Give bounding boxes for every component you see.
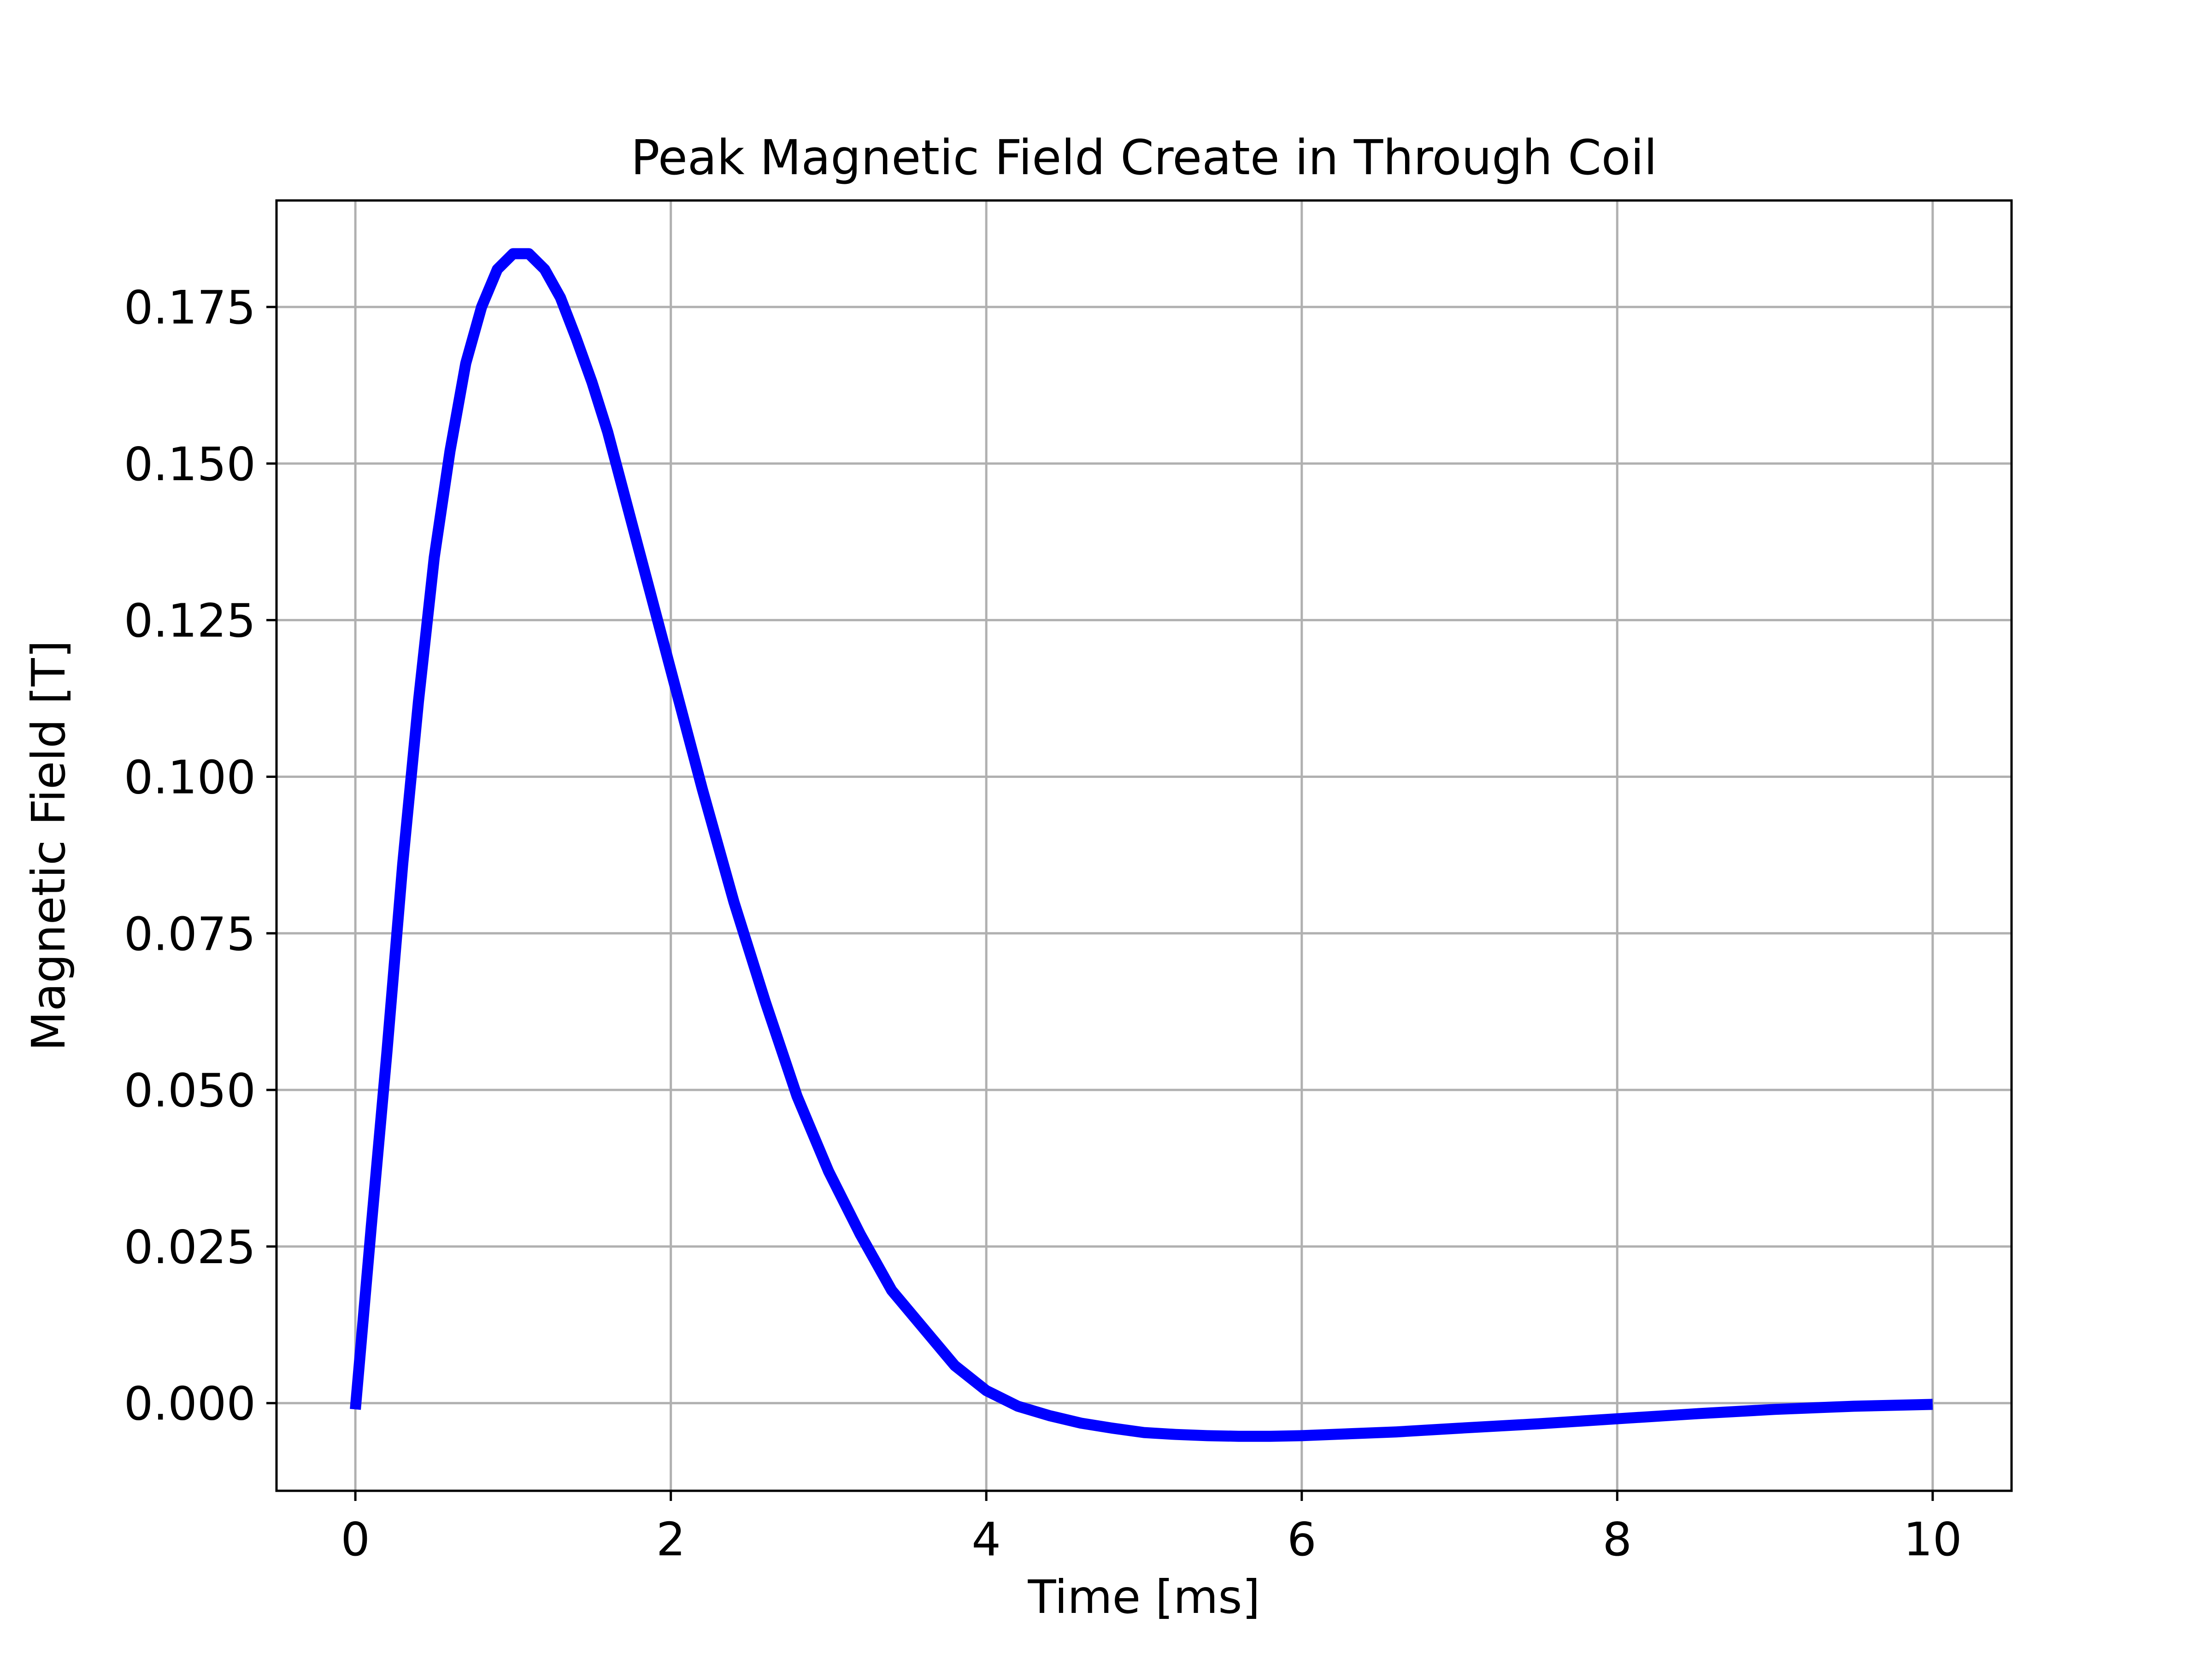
y-tick-label: 0.100 bbox=[124, 750, 256, 804]
ticks: 0 2 4 6 8 10 0.000 0.025 0.050 0.075 0.100 0.125 0.1… bbox=[124, 281, 1962, 1566]
y-tick-label: 0.000 bbox=[124, 1377, 256, 1431]
y-tick-label: 0.125 bbox=[124, 594, 256, 648]
x-tick-label: 2 bbox=[656, 1512, 686, 1566]
y-tick-label: 0.150 bbox=[124, 437, 256, 491]
y-tick-label: 0.175 bbox=[124, 281, 256, 335]
x-tick-label: 0 bbox=[341, 1512, 370, 1566]
y-tick-label: 0.050 bbox=[124, 1064, 256, 1118]
x-axis-label: Time [ms] bbox=[1027, 1570, 1260, 1624]
plot-frame bbox=[275, 199, 2013, 1492]
grid bbox=[276, 200, 2012, 1491]
x-tick-label: 10 bbox=[1903, 1512, 1962, 1566]
series-layer bbox=[350, 248, 1933, 1442]
y-tick-label: 0.025 bbox=[124, 1220, 256, 1274]
x-tick-label: 6 bbox=[1287, 1512, 1317, 1566]
x-tick-label: 8 bbox=[1603, 1512, 1632, 1566]
chart-title: Peak Magnetic Field Create in Through Co… bbox=[631, 129, 1657, 186]
y-axis-label: Magnetic Field [T] bbox=[22, 640, 76, 1051]
y-tick-label: 0.075 bbox=[124, 907, 256, 961]
x-tick-label: 4 bbox=[971, 1512, 1001, 1566]
series-line bbox=[350, 248, 1933, 1442]
